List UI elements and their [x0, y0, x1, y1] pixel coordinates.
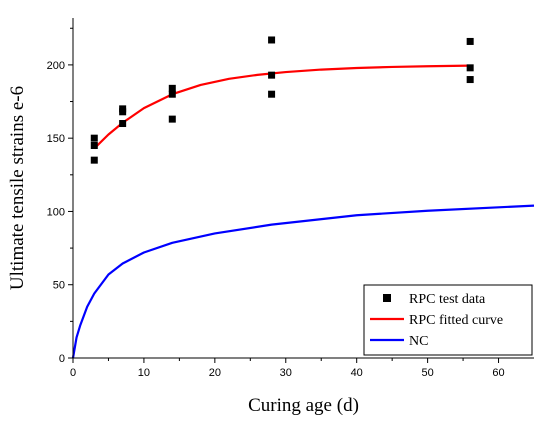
data-point — [168, 115, 176, 123]
x-tick-label: 30 — [280, 367, 292, 379]
legend-label-nc: NC — [409, 334, 428, 349]
data-point — [466, 64, 474, 72]
data-point — [466, 76, 474, 84]
data-point — [90, 134, 98, 142]
legend-label-rpc-fitted-curve: RPC fitted curve — [409, 313, 503, 328]
series-line-rpc-fitted-curve — [93, 64, 471, 150]
legend: RPC test data RPC fitted curve NC — [363, 284, 533, 356]
data-point — [168, 90, 176, 98]
data-point — [168, 84, 176, 92]
x-axis-title: Curing age (d) — [248, 395, 359, 416]
x-tick-label: 0 — [70, 367, 76, 379]
data-point — [268, 90, 276, 98]
data-point — [268, 71, 276, 79]
y-tick-label: 100 — [47, 206, 65, 218]
data-point — [90, 142, 98, 149]
axes: 0 10 20 30 40 50 60 0 50 100 150 200 — [47, 18, 534, 379]
legend-label-rpc-test-data: RPC test data — [409, 292, 486, 307]
y-tick-label: 0 — [59, 353, 65, 365]
x-tick-label: 40 — [351, 367, 363, 379]
x-tick-label: 20 — [209, 367, 221, 379]
y-axis-title: Ultimate tensile strains e-6 — [7, 86, 28, 290]
data-point — [119, 120, 127, 128]
y-tick-label: 200 — [47, 60, 65, 72]
x-tick-label: 60 — [492, 367, 504, 379]
data-point — [119, 105, 127, 113]
data-point — [90, 156, 98, 164]
series-line-nc — [71, 204, 535, 359]
x-tick-label: 50 — [421, 367, 433, 379]
y-tick-label: 150 — [47, 133, 65, 145]
x-tick-label: 10 — [138, 367, 150, 379]
data-point — [466, 37, 474, 45]
data-point — [268, 36, 276, 44]
plot-area — [71, 36, 535, 359]
y-tick-label: 50 — [53, 280, 65, 292]
legend-marker-rpc-test-data — [383, 294, 391, 302]
